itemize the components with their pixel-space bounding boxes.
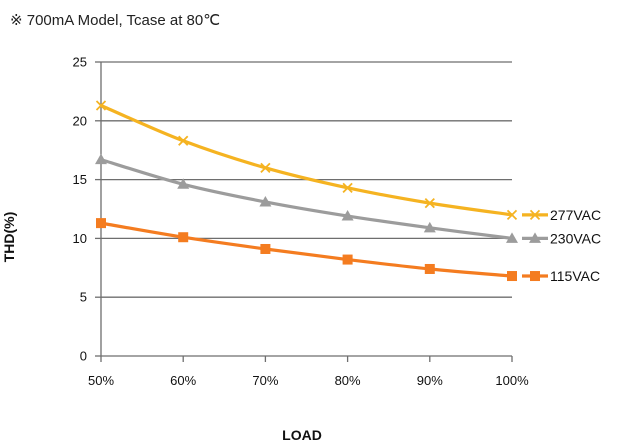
x-tick-label: 70% [252,373,278,388]
y-tick-label: 15 [73,172,87,187]
legend-marker [529,232,541,243]
series-115VAC [96,218,517,282]
series-277VAC [95,100,518,221]
data-point [342,182,353,193]
x-tick-label: 80% [335,373,361,388]
data-point [260,243,271,254]
data-point [177,178,190,189]
x-tick-label: 90% [417,373,443,388]
data-point [178,232,189,243]
y-tick-label: 10 [73,231,87,246]
y-axis-title: THD(%) [1,212,17,263]
y-tick-label: 25 [73,55,87,70]
x-tick-label: 50% [88,373,114,388]
y-tick-label: 20 [73,113,87,128]
data-point [260,162,271,173]
data-point [506,209,518,221]
legend-item: 277VAC [522,207,601,223]
x-tick-labels: 50% 60% 70% 80% 90% 100% [88,373,529,388]
series-layer [95,100,518,282]
axes [95,61,513,362]
data-point [96,218,106,229]
series-line [100,221,513,278]
x-tick-label: 100% [495,373,529,388]
y-tick-labels: 0 5 10 15 20 25 [73,55,87,364]
data-point [178,135,189,146]
legend-label: 115VAC [550,268,600,284]
data-point [95,100,107,111]
legend-item: 115VAC [522,268,600,284]
legend-label: 277VAC [550,207,601,223]
x-axis-title: LOAD [282,427,322,443]
data-point [424,263,435,274]
series-line [100,104,513,217]
y-tick-label: 5 [80,290,87,305]
legend-marker [529,209,541,221]
y-tick-label: 0 [80,349,87,364]
chart-caption: ※ 700mA Model, Tcase at 80℃ [10,12,220,29]
legend-label: 230VAC [550,230,601,246]
data-point [341,210,354,221]
data-point [95,153,107,165]
x-tick-label: 60% [170,373,196,388]
legend-item: 230VAC [522,230,601,246]
series-line [100,158,513,240]
data-point [424,197,435,209]
legend: 115VAC 230VAC 277VAC [522,207,601,284]
data-point [507,271,517,282]
data-point [506,232,518,243]
data-point [342,254,353,265]
legend-marker [530,271,540,282]
data-point [259,195,272,207]
data-point [423,221,436,233]
series-230VAC [95,153,518,243]
